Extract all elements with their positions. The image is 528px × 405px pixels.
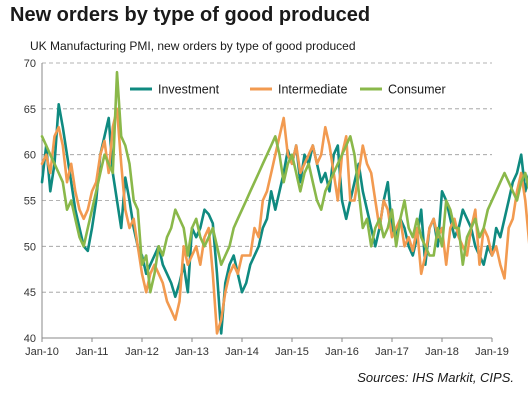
legend: Investment Intermediate Consumer: [130, 83, 446, 97]
y-tick-label: 65: [24, 104, 36, 116]
x-tick-label: Jan-17: [375, 346, 409, 358]
legend-label-investment: Investment: [158, 83, 220, 97]
x-tick-label: Jan-16: [325, 346, 359, 358]
legend-label-intermediate: Intermediate: [278, 83, 348, 97]
x-tick-label: Jan-14: [225, 346, 259, 358]
series-lines: [40, 70, 528, 335]
legend-label-consumer: Consumer: [388, 83, 446, 97]
source-note: Sources: IHS Markit, CIPS.: [357, 370, 514, 385]
x-tick-label: Jan-13: [175, 346, 209, 358]
y-tick-label: 40: [24, 333, 36, 345]
y-tick-label: 45: [24, 287, 36, 299]
y-tick-label: 70: [24, 58, 36, 70]
series-line-investment: [40, 103, 528, 335]
x-tick-label: Jan-12: [125, 346, 159, 358]
tick-labels: 40 45 50 55 60 65 70 Jan-10 Jan-11 Jan-12 Jan-13 Ja…: [24, 58, 509, 358]
series-line-intermediate: [40, 107, 528, 335]
chart-subtitle: UK Manufacturing PMI, new orders by type…: [30, 39, 356, 53]
y-tick-label: 50: [24, 241, 36, 253]
y-tick-label: 55: [24, 196, 36, 208]
series-line-consumer: [40, 70, 528, 294]
chart-title: New orders by type of good produced: [10, 4, 371, 26]
x-tick-label: Jan-11: [76, 346, 109, 358]
y-tick-label: 60: [24, 150, 36, 162]
x-tick-label: Jan-15: [275, 346, 309, 358]
x-tick-label: Jan-18: [425, 346, 459, 358]
x-tick-label: Jan-10: [25, 346, 59, 358]
axes: [41, 63, 493, 342]
x-tick-label: Jan-19: [475, 346, 509, 358]
